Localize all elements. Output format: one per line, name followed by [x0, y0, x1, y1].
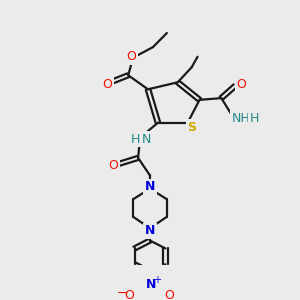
- Text: O: O: [236, 78, 246, 92]
- Text: N: N: [146, 278, 156, 291]
- Text: O: O: [164, 290, 174, 300]
- Text: N: N: [145, 224, 155, 237]
- Text: O: O: [103, 77, 112, 91]
- Text: H: H: [249, 112, 259, 125]
- Text: O: O: [108, 159, 118, 172]
- Text: NH: NH: [232, 112, 250, 125]
- Text: N: N: [145, 180, 155, 194]
- Text: H: H: [130, 133, 140, 146]
- Text: +: +: [153, 275, 161, 285]
- Text: −: −: [117, 287, 128, 300]
- Text: N: N: [141, 133, 151, 146]
- Text: S: S: [187, 121, 196, 134]
- Text: O: O: [124, 290, 134, 300]
- Text: O: O: [126, 50, 136, 63]
